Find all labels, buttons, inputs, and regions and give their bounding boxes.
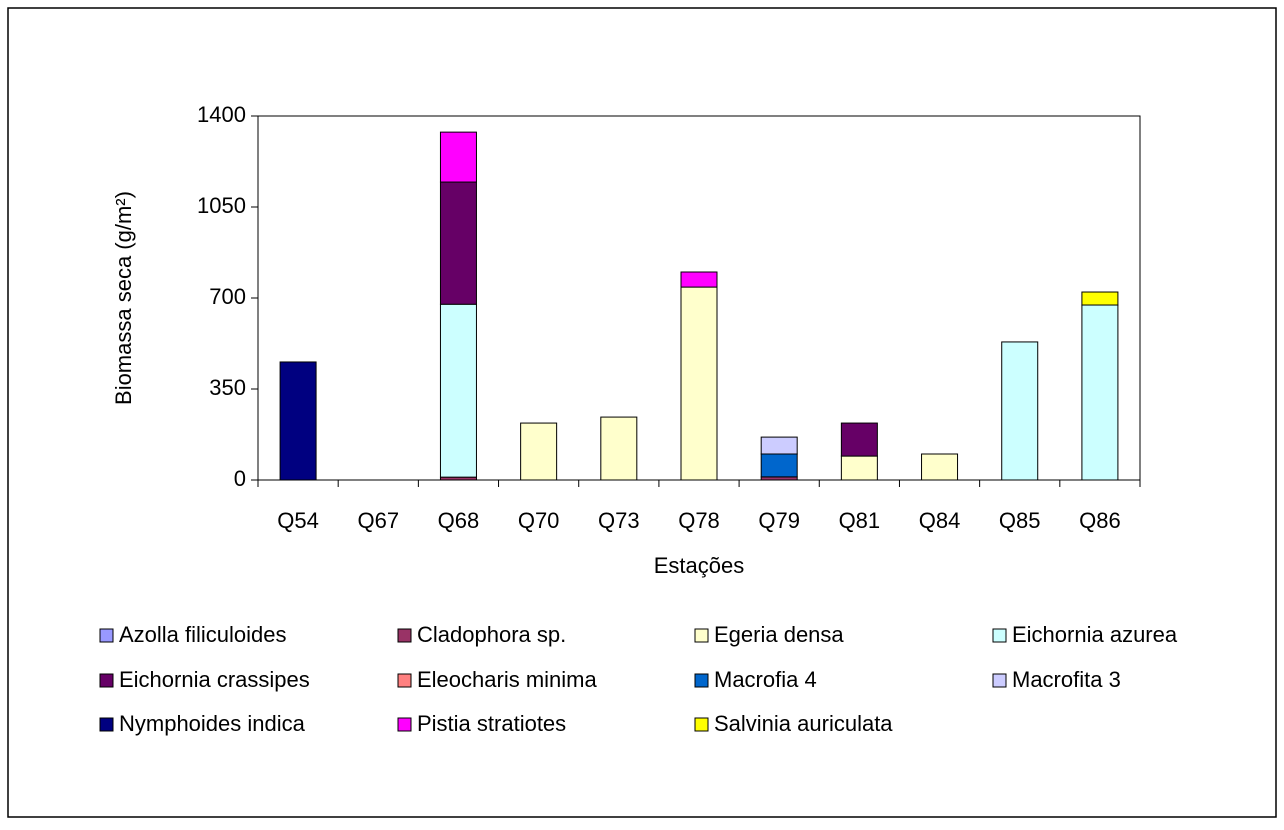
- legend-label: Eleocharis minima: [417, 667, 597, 692]
- bar-segment: [680, 271, 718, 288]
- legend-swatch: [99, 673, 114, 688]
- y-tick-label: 1400: [197, 102, 246, 127]
- legend-swatch: [992, 628, 1007, 643]
- legend-swatch: [694, 717, 709, 732]
- y-tick-label: 350: [209, 375, 246, 400]
- bar-segment: [760, 436, 798, 455]
- bar-segment: [439, 181, 477, 305]
- legend-swatch: [694, 628, 709, 643]
- bar-segment: [1081, 304, 1119, 481]
- x-tick-label: Q86: [1079, 508, 1121, 533]
- bar-segment: [680, 286, 718, 481]
- x-tick-label: Q73: [598, 508, 640, 533]
- x-tick-label: Q68: [438, 508, 480, 533]
- legend-label: Cladophora sp.: [417, 622, 566, 647]
- bar-segment: [840, 422, 878, 457]
- legend-label: Macrofia 4: [714, 667, 817, 692]
- x-tick-label: Q84: [919, 508, 961, 533]
- legend-swatch: [99, 717, 114, 732]
- bar-segment: [439, 131, 477, 183]
- legend-label: Egeria densa: [714, 622, 844, 647]
- legend-label: Pistia stratiotes: [417, 711, 566, 736]
- legend-swatch: [397, 628, 412, 643]
- legend-swatch: [992, 673, 1007, 688]
- bar-segment: [760, 453, 798, 478]
- legend-label: Salvinia auriculata: [714, 711, 893, 736]
- bar-segment: [520, 422, 558, 481]
- x-tick-label: Q78: [678, 508, 720, 533]
- legend-label: Eichornia azurea: [1012, 622, 1178, 647]
- x-tick-label: Q67: [357, 508, 399, 533]
- bar-segment: [840, 455, 878, 481]
- bar-segment: [279, 361, 317, 481]
- bar-segment: [921, 453, 959, 481]
- y-tick-label: 0: [234, 466, 246, 491]
- bar-segment: [1001, 341, 1039, 481]
- legend-swatch: [397, 717, 412, 732]
- legend-swatch: [694, 673, 709, 688]
- legend-swatch: [99, 628, 114, 643]
- x-tick-label: Q81: [839, 508, 881, 533]
- legend-label: Macrofita 3: [1012, 667, 1121, 692]
- x-tick-label: Q70: [518, 508, 560, 533]
- y-axis-label: Biomassa seca (g/m²): [111, 191, 136, 405]
- legend-swatch: [397, 673, 412, 688]
- bar-segment: [600, 416, 638, 481]
- legend-label: Azolla filiculoides: [119, 622, 287, 647]
- legend-label: Nymphoides indica: [119, 711, 306, 736]
- x-axis-label: Estações: [654, 553, 745, 578]
- legend-label: Eichornia crassipes: [119, 667, 310, 692]
- x-tick-label: Q79: [758, 508, 800, 533]
- x-tick-label: Q85: [999, 508, 1041, 533]
- y-tick-label: 1050: [197, 193, 246, 218]
- x-tick-label: Q54: [277, 508, 319, 533]
- bar-segment: [1081, 291, 1119, 306]
- y-tick-label: 700: [209, 284, 246, 309]
- bar-segment: [439, 303, 477, 478]
